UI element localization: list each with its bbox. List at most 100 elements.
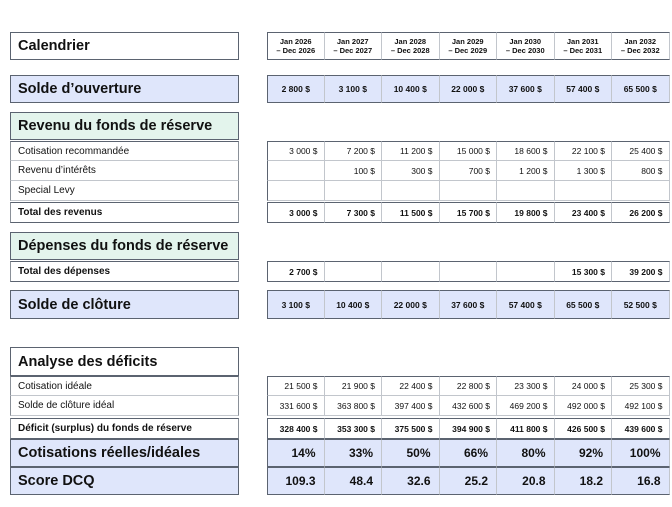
value-cell: 469 200 $ bbox=[497, 396, 555, 416]
period-end: – Dec 2026 bbox=[276, 46, 316, 55]
value-cell: 18 600 $ bbox=[497, 141, 555, 161]
expenses-section-title: Dépenses du fonds de réserve bbox=[10, 232, 239, 260]
value-cell bbox=[382, 261, 440, 282]
deficit-row-label: Solde de clôture idéal bbox=[10, 396, 239, 416]
value-cell: 57 400 $ bbox=[497, 290, 555, 319]
value-cell: 21 900 $ bbox=[324, 376, 382, 396]
value-cell: 353 300 $ bbox=[324, 418, 382, 439]
value-cell: 25 300 $ bbox=[612, 376, 670, 396]
value-cell bbox=[612, 181, 670, 201]
value-cell: 19 800 $ bbox=[497, 202, 555, 223]
value-cell: 109.3 bbox=[267, 467, 325, 495]
period-start: Jan 2029 bbox=[451, 37, 484, 46]
value-cell: 39 200 $ bbox=[612, 261, 670, 282]
revenue-row-label: Special Levy bbox=[10, 181, 239, 201]
value-cell: 492 000 $ bbox=[554, 396, 612, 416]
score-row: 109.3 48.4 32.6 25.2 20.8 18.2 16.8 bbox=[267, 467, 670, 495]
value-cell: 65 500 $ bbox=[554, 290, 612, 319]
value-cell: 439 600 $ bbox=[612, 418, 670, 439]
period-end: – Dec 2029 bbox=[448, 46, 488, 55]
opening-balance-row: 2 800 $ 3 100 $ 10 400 $ 22 000 $ 37 600… bbox=[267, 75, 670, 103]
value-cell: 25.2 bbox=[439, 467, 497, 495]
revenue-row: 3 000 $ 7 200 $ 11 200 $ 15 000 $ 18 600… bbox=[267, 141, 670, 161]
value-cell: 3 000 $ bbox=[267, 141, 325, 161]
value-cell: 328 400 $ bbox=[267, 418, 325, 439]
value-cell: 21 500 $ bbox=[267, 376, 325, 396]
value-cell bbox=[497, 181, 555, 201]
value-cell: 65 500 $ bbox=[612, 75, 670, 103]
revenue-row-label: Revenu d’intérêts bbox=[10, 161, 239, 181]
value-cell: 66% bbox=[439, 439, 497, 467]
value-cell bbox=[324, 261, 382, 282]
closing-balance-label: Solde de clôture bbox=[10, 290, 239, 319]
value-cell: 18.2 bbox=[554, 467, 612, 495]
value-cell: 26 200 $ bbox=[612, 202, 670, 223]
calendar-periods-row: Jan 2026– Dec 2026 Jan 2027– Dec 2027 Ja… bbox=[267, 32, 670, 60]
value-cell: 92% bbox=[554, 439, 612, 467]
value-cell: 1 200 $ bbox=[497, 161, 555, 181]
value-cell: 50% bbox=[382, 439, 440, 467]
value-cell bbox=[497, 261, 555, 282]
deficit-row-label: Cotisation idéale bbox=[10, 376, 239, 396]
period-cell: Jan 2030– Dec 2030 bbox=[497, 32, 555, 60]
value-cell: 22 000 $ bbox=[439, 75, 497, 103]
value-cell bbox=[554, 181, 612, 201]
value-cell: 57 400 $ bbox=[554, 75, 612, 103]
value-cell: 11 500 $ bbox=[382, 202, 440, 223]
value-cell bbox=[439, 261, 497, 282]
value-cell: 3 100 $ bbox=[324, 75, 382, 103]
value-cell: 52 500 $ bbox=[612, 290, 670, 319]
value-cell bbox=[324, 181, 382, 201]
value-cell bbox=[382, 181, 440, 201]
period-start: Jan 2032 bbox=[624, 37, 657, 46]
period-cell: Jan 2027– Dec 2027 bbox=[324, 32, 382, 60]
opening-balance-label: Solde d’ouverture bbox=[10, 75, 239, 103]
value-cell: 25 400 $ bbox=[612, 141, 670, 161]
value-cell: 800 $ bbox=[612, 161, 670, 181]
value-cell: 24 000 $ bbox=[554, 376, 612, 396]
value-cell: 394 900 $ bbox=[439, 418, 497, 439]
value-cell: 7 200 $ bbox=[324, 141, 382, 161]
period-start: Jan 2028 bbox=[394, 37, 427, 46]
value-cell: 16.8 bbox=[612, 467, 670, 495]
period-start: Jan 2026 bbox=[279, 37, 312, 46]
value-cell: 15 700 $ bbox=[439, 202, 497, 223]
value-cell: 23 300 $ bbox=[497, 376, 555, 396]
value-cell: 2 700 $ bbox=[267, 261, 325, 282]
value-cell: 37 600 $ bbox=[439, 290, 497, 319]
value-cell: 48.4 bbox=[324, 467, 382, 495]
revenue-row: 100 $ 300 $ 700 $ 1 200 $ 1 300 $ 800 $ bbox=[267, 161, 670, 181]
period-cell: Jan 2029– Dec 2029 bbox=[439, 32, 497, 60]
value-cell: 15 000 $ bbox=[439, 141, 497, 161]
revenue-row-label: Cotisation recommandée bbox=[10, 141, 239, 161]
deficit-row: 21 500 $ 21 900 $ 22 400 $ 22 800 $ 23 3… bbox=[267, 376, 670, 396]
value-cell: 32.6 bbox=[382, 467, 440, 495]
value-cell: 22 800 $ bbox=[439, 376, 497, 396]
calendar-label: Calendrier bbox=[10, 32, 239, 60]
value-cell: 363 800 $ bbox=[324, 396, 382, 416]
deficit-section-title: Analyse des déficits bbox=[10, 347, 239, 376]
period-end: – Dec 2031 bbox=[563, 46, 603, 55]
value-cell: 426 500 $ bbox=[554, 418, 612, 439]
value-cell: 397 400 $ bbox=[382, 396, 440, 416]
value-cell: 375 500 $ bbox=[382, 418, 440, 439]
period-start: Jan 2027 bbox=[336, 37, 369, 46]
value-cell: 432 600 $ bbox=[439, 396, 497, 416]
period-cell: Jan 2031– Dec 2031 bbox=[554, 32, 612, 60]
value-cell: 22 000 $ bbox=[382, 290, 440, 319]
value-cell: 15 300 $ bbox=[554, 261, 612, 282]
value-cell: 7 300 $ bbox=[324, 202, 382, 223]
period-end: – Dec 2027 bbox=[333, 46, 373, 55]
value-cell: 3 100 $ bbox=[267, 290, 325, 319]
ratio-row: 14% 33% 50% 66% 80% 92% 100% bbox=[267, 439, 670, 467]
deficit-row: 331 600 $ 363 800 $ 397 400 $ 432 600 $ … bbox=[267, 396, 670, 416]
value-cell: 80% bbox=[497, 439, 555, 467]
value-cell: 2 800 $ bbox=[267, 75, 325, 103]
value-cell: 492 100 $ bbox=[612, 396, 670, 416]
value-cell: 11 200 $ bbox=[382, 141, 440, 161]
period-cell: Jan 2028– Dec 2028 bbox=[382, 32, 440, 60]
deficit-total-label: Déficit (surplus) du fonds de réserve bbox=[10, 418, 239, 439]
value-cell: 700 $ bbox=[439, 161, 497, 181]
value-cell: 22 400 $ bbox=[382, 376, 440, 396]
value-cell: 20.8 bbox=[497, 467, 555, 495]
